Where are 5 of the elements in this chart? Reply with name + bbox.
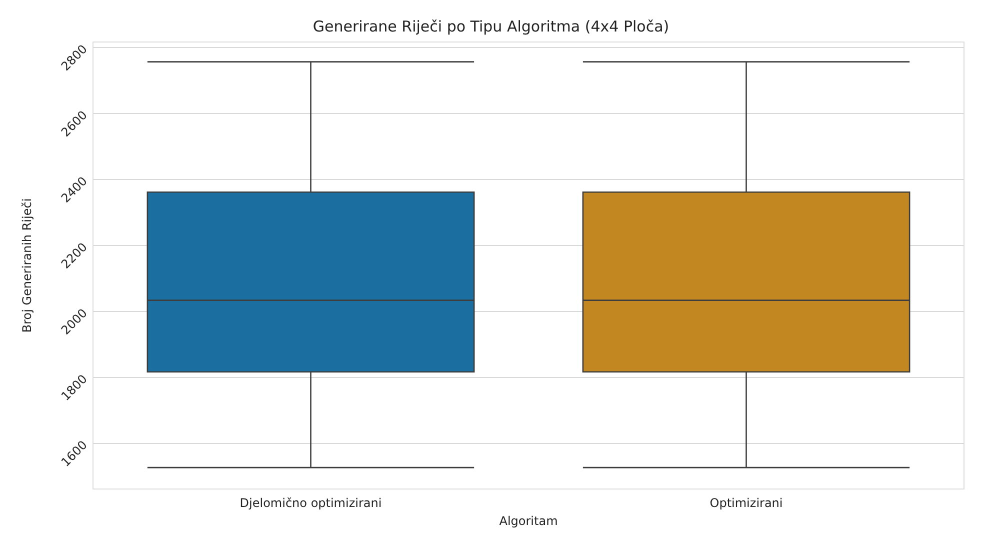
x-tick-label: Optimizirani <box>710 496 783 510</box>
chart-title: Generirane Riječi po Tipu Algoritma (4x4 Ploča) <box>312 18 670 36</box>
y-axis-title: Broj Generiranih Riječi <box>20 198 34 333</box>
x-axis-title: Algoritam <box>499 514 558 528</box>
x-tick-label: Djelomično optimizirani <box>240 496 382 510</box>
